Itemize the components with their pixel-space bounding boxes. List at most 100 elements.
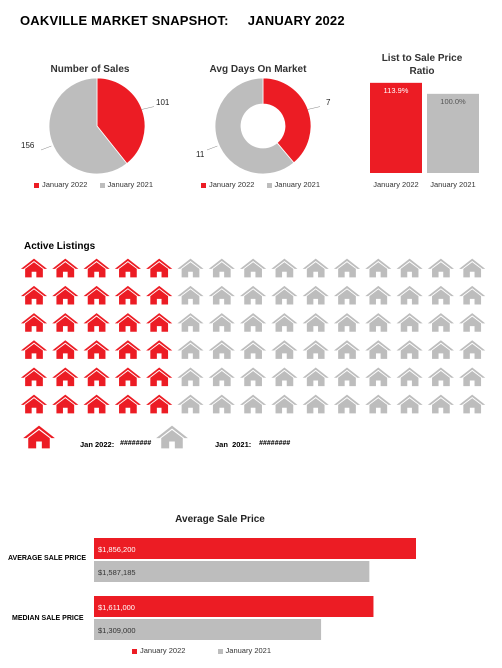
house-icon <box>208 313 235 332</box>
house-icon <box>302 258 329 278</box>
house-icon <box>177 367 204 387</box>
sales-pie-chart <box>40 77 155 175</box>
house-icon <box>333 340 361 359</box>
price-bar-label: $1,587,185 <box>98 568 136 577</box>
active-key-previous-label: Jan 2021: <box>215 440 252 449</box>
ratio-bar-current <box>370 82 422 173</box>
house-icon <box>365 313 392 332</box>
house-icon <box>427 313 454 332</box>
price-category-average: AVERAGE SALE PRICE <box>8 555 87 562</box>
house-icon <box>427 285 454 305</box>
house-icon <box>333 367 361 387</box>
sales-slice-previous <box>48 77 128 175</box>
house-icon <box>240 258 267 278</box>
dom-slice-current <box>262 77 312 164</box>
house-icon <box>177 285 204 305</box>
ratio-bar-chart: 113.9% January 2022 100.0% January 2021 <box>370 82 479 189</box>
house-icon <box>114 340 141 359</box>
house-icon <box>208 285 235 305</box>
house-icon <box>333 313 361 332</box>
house-icon <box>427 367 454 387</box>
house-icon <box>302 340 329 359</box>
house-icon <box>20 367 48 387</box>
legend-label-current: January 2022 <box>140 646 186 655</box>
house-icon <box>52 367 79 387</box>
house-icon <box>177 313 204 332</box>
leader-line-current <box>141 106 155 110</box>
house-icon <box>52 285 79 305</box>
legend-item-current: January 2022 <box>34 180 87 189</box>
house-icon <box>271 394 298 414</box>
active-key-previous-value: ######## <box>259 440 291 447</box>
house-icon <box>271 340 298 359</box>
legend-label-previous: January 2021 <box>274 180 320 189</box>
house-icon <box>365 258 392 278</box>
house-icon <box>114 367 141 387</box>
house-icon <box>83 340 110 359</box>
house-icon <box>177 394 204 414</box>
house-icon <box>20 285 48 305</box>
house-icon <box>459 258 486 278</box>
house-icon <box>240 340 267 359</box>
legend-swatch-previous <box>266 182 272 188</box>
house-icon <box>52 340 79 359</box>
house-icon-key-previous <box>156 425 188 449</box>
house-icon <box>20 394 48 414</box>
price-chart-title: Average Sale Price <box>175 514 265 525</box>
dom-doughnut-title: Avg Days On Market <box>209 64 307 75</box>
legend-swatch-current <box>201 182 206 188</box>
price-bar-chart: $1,856,200 $1,587,185 $1,611,000 $1,309,000 <box>94 538 416 640</box>
legend-swatch-previous <box>217 648 223 654</box>
legend-item-previous: January 2021 <box>217 646 271 655</box>
house-icon <box>146 258 173 278</box>
price-bar-current <box>94 596 374 617</box>
legend-item-previous: January 2021 <box>99 180 153 189</box>
house-icon <box>208 367 235 387</box>
house-icon <box>396 313 423 332</box>
house-icon <box>83 313 110 332</box>
legend-label-current: January 2022 <box>42 180 88 189</box>
house-icon <box>427 258 454 278</box>
house-icon <box>459 285 486 305</box>
house-icon <box>146 340 173 359</box>
house-icon <box>83 367 110 387</box>
house-icon <box>365 340 392 359</box>
dom-doughnut-label-current: 7 <box>326 98 331 107</box>
house-icon <box>396 340 423 359</box>
active-key-current-value: ######## <box>120 440 152 447</box>
house-icon <box>240 394 267 414</box>
house-icon <box>208 258 235 278</box>
house-icon <box>365 394 392 414</box>
house-icon <box>240 285 267 305</box>
house-icon <box>271 258 298 278</box>
house-icon <box>240 313 267 332</box>
legend-swatch-current <box>132 648 137 654</box>
leader-line-previous <box>40 145 52 151</box>
house-icon <box>114 394 141 414</box>
house-icon <box>333 394 361 414</box>
sales-slice-current <box>96 77 146 165</box>
house-icon <box>146 285 173 305</box>
dom-slice-previous <box>214 77 295 175</box>
house-icon <box>114 258 141 278</box>
dom-doughnut-legend: January 2022 January 2021 <box>201 180 330 189</box>
house-icon <box>365 285 392 305</box>
house-icon <box>459 367 486 387</box>
house-icon <box>396 258 423 278</box>
ratio-category-label: January 2022 <box>373 180 418 189</box>
house-icon <box>208 340 235 359</box>
house-icon <box>146 394 173 414</box>
legend-label-current: January 2022 <box>209 180 255 189</box>
house-icon <box>208 394 235 414</box>
ratio-category-label: January 2021 <box>430 180 475 189</box>
leader-line-previous <box>206 145 218 151</box>
house-icon <box>83 258 110 278</box>
sales-pie-legend: January 2022 January 2021 <box>34 180 163 189</box>
house-icon <box>427 394 454 414</box>
house-icon <box>396 285 423 305</box>
price-bar-label: $1,856,200 <box>98 545 136 554</box>
ratio-bar-label-current: 113.9% <box>384 86 409 95</box>
house-icon <box>302 313 329 332</box>
house-icon <box>177 258 204 278</box>
house-icon <box>83 394 110 414</box>
